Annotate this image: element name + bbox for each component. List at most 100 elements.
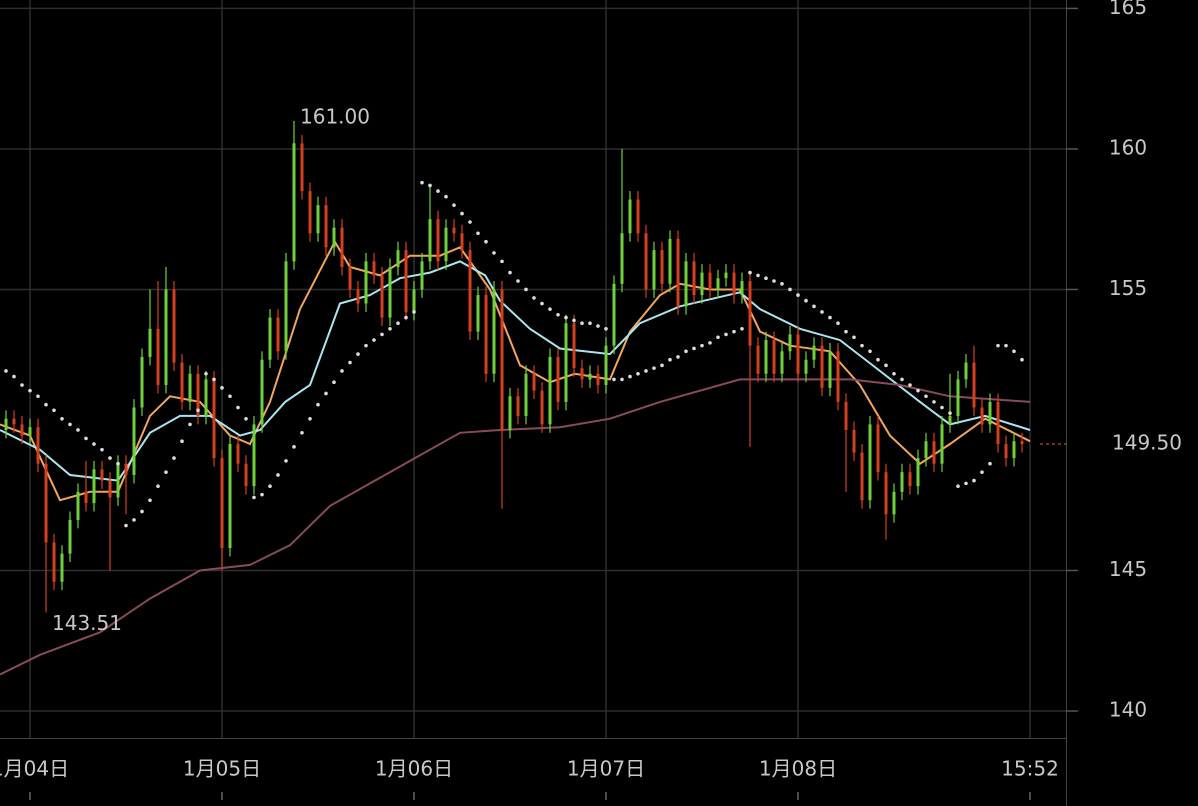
candle-body [60, 553, 64, 582]
candle-body [556, 356, 560, 402]
sar-dot [292, 445, 296, 449]
candle-body [700, 272, 704, 296]
sar-dot [156, 484, 160, 488]
sar-dot [700, 343, 704, 348]
candle-body [908, 472, 912, 487]
candle-body [236, 444, 240, 464]
candle-body [436, 219, 440, 262]
sar-dot [1020, 357, 1024, 362]
x-tick-label: 1月07日 [567, 757, 645, 781]
candle-body [380, 275, 384, 318]
candle-body [148, 328, 152, 357]
candle-body [372, 261, 376, 276]
sar-dot [988, 461, 992, 466]
candle-body [76, 491, 80, 520]
candle-body [884, 472, 888, 515]
sar-dot [324, 391, 328, 396]
sar-dot [452, 203, 456, 207]
sar-dot [84, 436, 88, 441]
candle-body [268, 317, 272, 360]
sar-dot [628, 374, 632, 379]
candle-body [612, 283, 616, 346]
sar-dot [596, 324, 600, 328]
candle-body [364, 261, 368, 304]
sar-dot [908, 383, 912, 387]
sar-dot [332, 380, 336, 385]
candle-body [444, 227, 448, 262]
candle-body [388, 266, 392, 318]
sar-dot [1004, 343, 1008, 348]
sar-dot [676, 355, 680, 359]
candle-body [20, 424, 24, 436]
candle-body [580, 368, 584, 380]
candle-body [228, 444, 232, 549]
sar-dot [924, 394, 928, 399]
candle-body [956, 379, 960, 416]
candle-body [788, 334, 792, 352]
sar-dot [532, 296, 536, 300]
sar-dot [708, 341, 712, 345]
candle-body [516, 396, 520, 416]
sar-dot [308, 416, 312, 421]
candle-body [140, 356, 144, 408]
sar-dot [100, 447, 104, 452]
sar-dot [516, 279, 520, 283]
ma-line [0, 260, 1031, 482]
candle-body [356, 289, 360, 304]
candle-body [276, 317, 280, 352]
sar-dot [44, 402, 48, 407]
sar-dot [724, 332, 728, 337]
candle-body [284, 261, 288, 352]
candle-body [324, 205, 328, 248]
sar-dot [76, 428, 80, 432]
candle-body [932, 441, 936, 464]
y-tick-label: 155 [1109, 276, 1147, 300]
sar-dot [236, 405, 240, 410]
sar-dot [444, 194, 448, 199]
sar-dot [412, 310, 416, 314]
sar-dot [588, 321, 592, 325]
sar-dot [844, 329, 848, 334]
candle-body [772, 340, 776, 374]
sar-dot [972, 478, 976, 483]
candle-body [684, 261, 688, 307]
candle-body [756, 345, 760, 374]
sar-dot [140, 509, 144, 514]
y-tick-label: 140 [1109, 698, 1147, 722]
annotation: 161.00 [300, 104, 370, 128]
sar-dot [828, 315, 832, 320]
sar-dot [172, 456, 176, 460]
candle-body [316, 205, 320, 234]
candle-body [812, 345, 816, 360]
sar-dot [36, 394, 40, 399]
candle-body [492, 289, 496, 374]
candle-body [636, 199, 640, 234]
sar-dot [356, 352, 360, 356]
sar-dot [340, 369, 344, 373]
candle-body [340, 227, 344, 267]
candle-body [868, 424, 872, 501]
candle-body [156, 328, 160, 386]
y-tick-label: 145 [1109, 557, 1147, 581]
sar-dot [28, 388, 32, 393]
labels: 140 145 155 160 165 1月04日 1月05日 1月06日 1月07日 1月08日… [0, 0, 1182, 800]
candle-body [732, 272, 736, 296]
candle-body [172, 289, 176, 363]
candle-body [36, 427, 40, 464]
sar-dot [684, 349, 688, 354]
sar-dot [348, 360, 352, 365]
sar-dot [948, 411, 952, 415]
candle-body [828, 351, 832, 388]
sar-dot [956, 484, 960, 488]
candle-body [292, 143, 296, 262]
sar-dot [740, 327, 744, 331]
sar-dot [92, 442, 96, 446]
candle-body [244, 463, 248, 487]
sar-dot [380, 332, 384, 337]
sar-dot [660, 363, 664, 368]
y-tick-label: 165 [1109, 0, 1147, 19]
candle-body [564, 323, 568, 402]
sar-dot [108, 456, 112, 460]
